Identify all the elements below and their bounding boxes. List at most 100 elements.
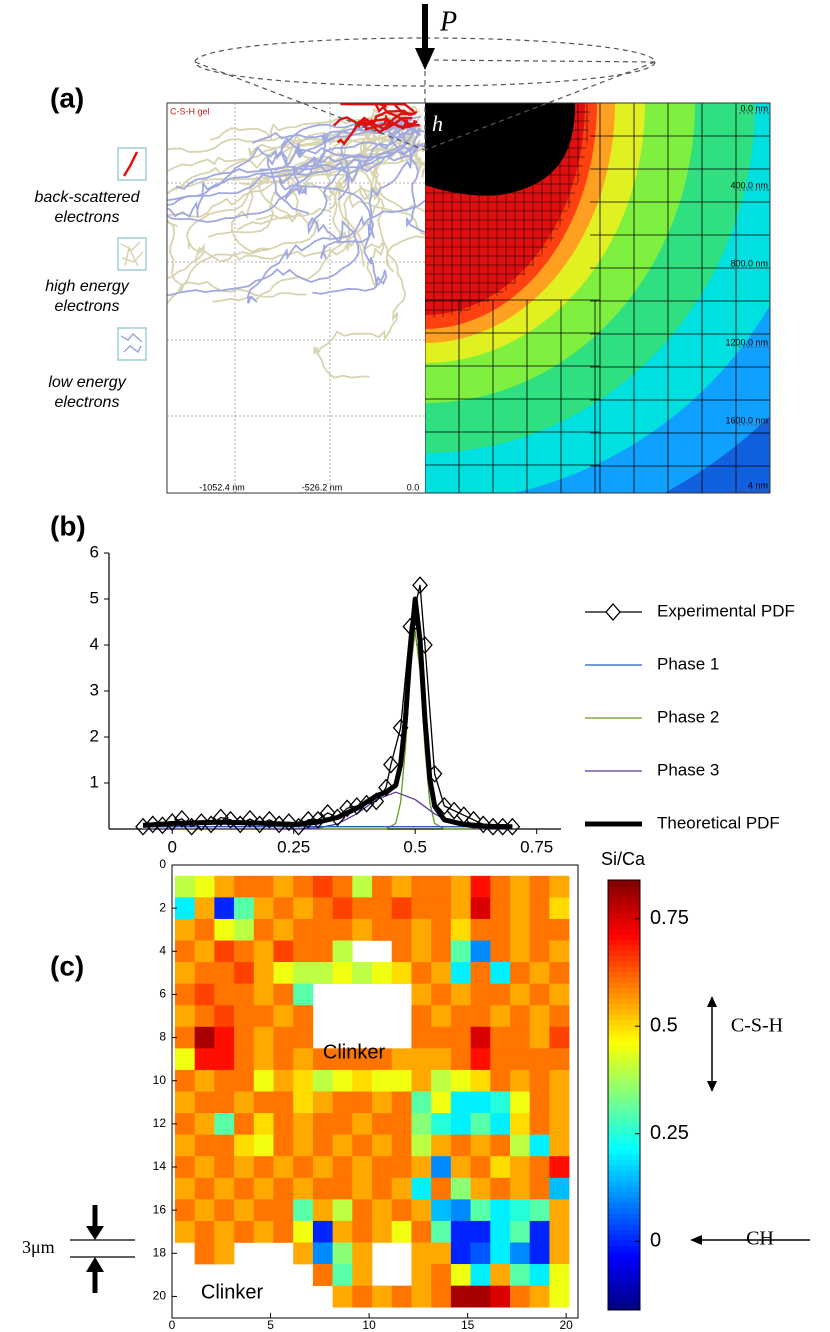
colorbar-step [608,1019,640,1026]
heatmap-cell [194,1069,215,1092]
heatmap-cell [352,962,373,984]
heatmap-cell [293,962,314,984]
legend-label: electrons [55,209,120,226]
heatmap-cell [214,1242,235,1265]
heatmap-cell [411,1156,432,1179]
heatmap-cell [431,1220,452,1243]
colorbar-step [608,1170,640,1177]
heatmap-cell [510,962,531,984]
heatmap-cell [431,1134,452,1157]
heatmap-cell [293,918,314,941]
depth-tick-label: 1600.0 nm [725,415,768,425]
heatmap-cell [549,1026,570,1049]
heatmap-cell [273,940,294,963]
colorbar-step [608,1127,640,1134]
colorbar-step [608,1256,640,1263]
heatmap-cell [470,875,491,898]
data-point [426,764,443,783]
colorbar-step [608,992,640,999]
heatmap-cell [234,1069,255,1092]
heatmap-cell [549,962,570,984]
colorbar-step [608,1293,640,1300]
data-point [154,816,171,835]
heatmap-cell [194,897,215,920]
heatmap-cell [470,1242,491,1265]
colorbar-step [608,1014,640,1021]
heatmap-cell [411,1264,432,1286]
heatmap-cell [450,918,471,941]
heatmap-cell [431,1285,452,1308]
electron-trajectory [175,124,406,190]
heatmap-cell [529,1199,550,1222]
heatmap-cell [529,875,550,898]
backscatter-trajectory [348,103,418,117]
heatmap-cell [470,1091,491,1114]
heatmap-cell [391,1199,412,1222]
heatmap-cell [372,1091,393,1114]
heatmap-cell [174,1091,195,1114]
y-tick-label: 2 [159,900,166,914]
heatmap-cell [352,1242,373,1265]
heatmap-cell [372,1285,393,1308]
heatmap-cell [411,1048,432,1071]
colorbar-step [608,971,640,978]
heatmap-cell [470,962,491,984]
heatmap-cell [510,1242,531,1265]
heatmap-cell [372,1156,393,1179]
heatmap-cell [529,1005,550,1028]
data-point [280,813,297,832]
heatmap-cell [332,1177,353,1200]
heatmap-cell [332,1134,353,1157]
arrow-head [690,1235,702,1245]
heatmap-cell [293,897,314,920]
colorbar-step [608,1186,640,1193]
colorbar-step [608,1181,640,1187]
data-point [174,809,190,828]
heatmap-cell [529,1134,550,1157]
plot-frame [171,864,579,1319]
heatmap-cell [549,1134,570,1157]
colorbar-step [608,1105,640,1112]
heatmap-cell [174,1026,195,1049]
heatmap-cell [293,1005,314,1028]
y-tick-label: 8 [159,1030,166,1044]
heatmap-cell [490,1199,511,1222]
data-point [164,813,181,832]
heatmap-cell [253,1113,274,1135]
heatmap-cell [273,918,294,941]
data-point [378,778,394,797]
heatmap-cell [450,1156,471,1179]
colorbar-step [608,1073,640,1080]
heatmap-cell [450,962,471,984]
heatmap-cell [490,1242,511,1265]
colorbar-step [608,1046,640,1053]
colorbar-step [608,1224,640,1230]
heatmap-cell [529,940,550,963]
heatmap-cell [293,1069,314,1092]
heatmap-cell [411,1242,432,1265]
colorbar-step [608,987,640,994]
heatmap-cell [431,918,452,941]
panel-label: (c) [50,950,84,981]
heatmap-cell [273,983,294,1006]
heatmap-cell [312,940,333,963]
heatmap-cell [470,1026,491,1049]
colorbar-step [608,1116,640,1123]
heatmap-cell [470,1285,491,1308]
electron-trajectory [194,133,421,263]
heatmap-cell [450,983,471,1006]
heatmap-cell [450,1069,471,1092]
heatmap-cell [529,1069,550,1092]
heatmap-cell [529,1285,550,1308]
heatmap-cell [332,1156,353,1179]
colorbar-step [608,1095,640,1101]
data-point [349,797,365,815]
y-tick-label: 4 [90,634,99,653]
colorbar-step [608,966,640,972]
heatmap-cell [273,1005,294,1028]
heatmap-cell [549,897,570,920]
legend-label: low energy [48,374,126,391]
panel-a-frame [166,102,771,494]
arrow-head [707,1081,717,1092]
heatmap-cell [234,1177,255,1200]
